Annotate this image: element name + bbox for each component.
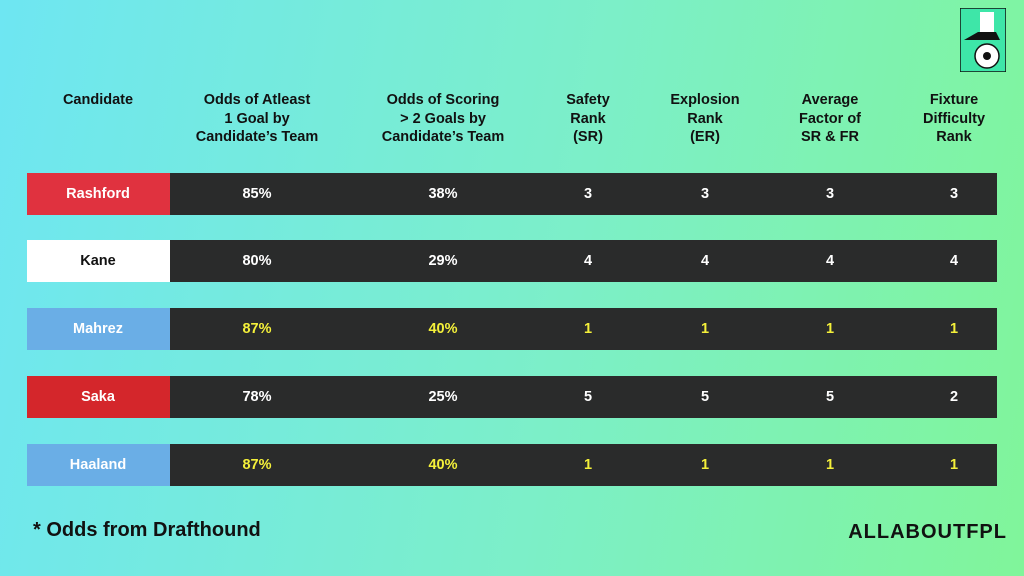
table-cell: 1	[700, 457, 710, 473]
table-cell: 4	[700, 253, 710, 269]
candidate-cell-bg	[27, 308, 170, 350]
header-line: Safety	[566, 92, 610, 108]
column-header: Fixture Difficulty Rank	[879, 91, 1024, 147]
table-row: Kane 80% 29% 4 4 4 4	[27, 240, 997, 282]
table-cell: 1	[583, 457, 593, 473]
header-line: 1 Goal by	[224, 110, 290, 127]
table-cell: 40%	[428, 457, 458, 473]
table-cell: 2	[949, 389, 959, 405]
table-row: Rashford 85% 38% 3 3 3 3	[27, 173, 997, 215]
table-cell: 78%	[242, 389, 272, 405]
table-cell: 4	[949, 253, 959, 269]
column-header: Odds of Atleast 1 Goal by Candidate’s Team	[182, 91, 332, 147]
table-cell: 5	[583, 389, 593, 405]
candidate-cell-bg	[27, 444, 170, 486]
header-line: Rank	[687, 110, 723, 127]
header-line: Rank	[936, 129, 972, 145]
column-header: Average Factor of SR & FR	[755, 91, 905, 147]
candidate-name: Kane	[80, 253, 116, 269]
table-cell: 1	[583, 321, 593, 337]
table-cell: 4	[583, 253, 593, 269]
table-cell: 1	[700, 321, 710, 337]
logo	[960, 8, 1006, 72]
table-cell: 5	[700, 389, 710, 405]
header-line: Candidate’s Team	[195, 129, 319, 145]
table-cell: 80%	[242, 253, 272, 269]
candidate-name: Haaland	[69, 457, 127, 473]
table-cell: 87%	[242, 321, 272, 337]
header-line: Candidate’s Team	[381, 129, 505, 145]
table-cell: 3	[700, 186, 710, 202]
table-cell: 85%	[242, 186, 272, 202]
header-line: > 2 Goals by	[400, 110, 486, 127]
candidate-cell-bg	[27, 240, 170, 282]
brand: ALLABOUTFPL	[848, 521, 1007, 543]
table-row: Haaland 87% 40% 1 1 1 1	[27, 444, 997, 486]
header-line: Candidate	[62, 92, 134, 108]
table-cell: 38%	[428, 186, 458, 202]
column-header: Explosion Rank (ER)	[630, 91, 780, 147]
table-row: Mahrez 87% 40% 1 1 1 1	[27, 308, 997, 350]
header-line: Explosion	[670, 92, 740, 108]
header-line: Odds of Atleast	[203, 92, 311, 108]
column-header: Safety Rank (SR)	[513, 91, 663, 147]
table-cell: 1	[949, 321, 959, 337]
table-cell: 25%	[428, 389, 458, 405]
footnote: * Odds from Drafthound	[33, 519, 261, 541]
header-line: Fixture	[929, 92, 979, 108]
table-cell: 3	[825, 186, 835, 202]
table-cell: 1	[825, 457, 835, 473]
candidate-name: Mahrez	[73, 321, 123, 337]
table-cell: 40%	[428, 321, 458, 337]
column-header: Candidate	[23, 91, 173, 110]
column-header: Odds of Scoring > 2 Goals by Candidate’s T…	[368, 91, 518, 147]
header-line: Difficulty	[922, 110, 986, 127]
header-line: Factor of	[798, 110, 862, 127]
candidate-cell-bg	[27, 376, 170, 418]
table-row: Saka 78% 25% 5 5 5 2	[27, 376, 997, 418]
header-line: Rank	[570, 110, 606, 127]
header-line: SR & FR	[801, 129, 859, 145]
candidate-name: Rashford	[66, 186, 130, 202]
table-cell: 5	[825, 389, 835, 405]
candidate-cell-bg	[27, 173, 170, 215]
table-cell: 29%	[428, 253, 458, 269]
candidate-name: Saka	[81, 389, 115, 405]
table-cell: 4	[825, 253, 835, 269]
table-cell: 87%	[242, 457, 272, 473]
header-line: (ER)	[690, 129, 720, 145]
header-line: Average	[801, 92, 859, 108]
table-cell: 3	[583, 186, 593, 202]
header-line: Odds of Scoring	[386, 92, 500, 108]
header-line: (SR)	[573, 129, 603, 145]
table-cell: 1	[949, 457, 959, 473]
table-cell: 3	[949, 186, 959, 202]
table-cell: 1	[825, 321, 835, 337]
